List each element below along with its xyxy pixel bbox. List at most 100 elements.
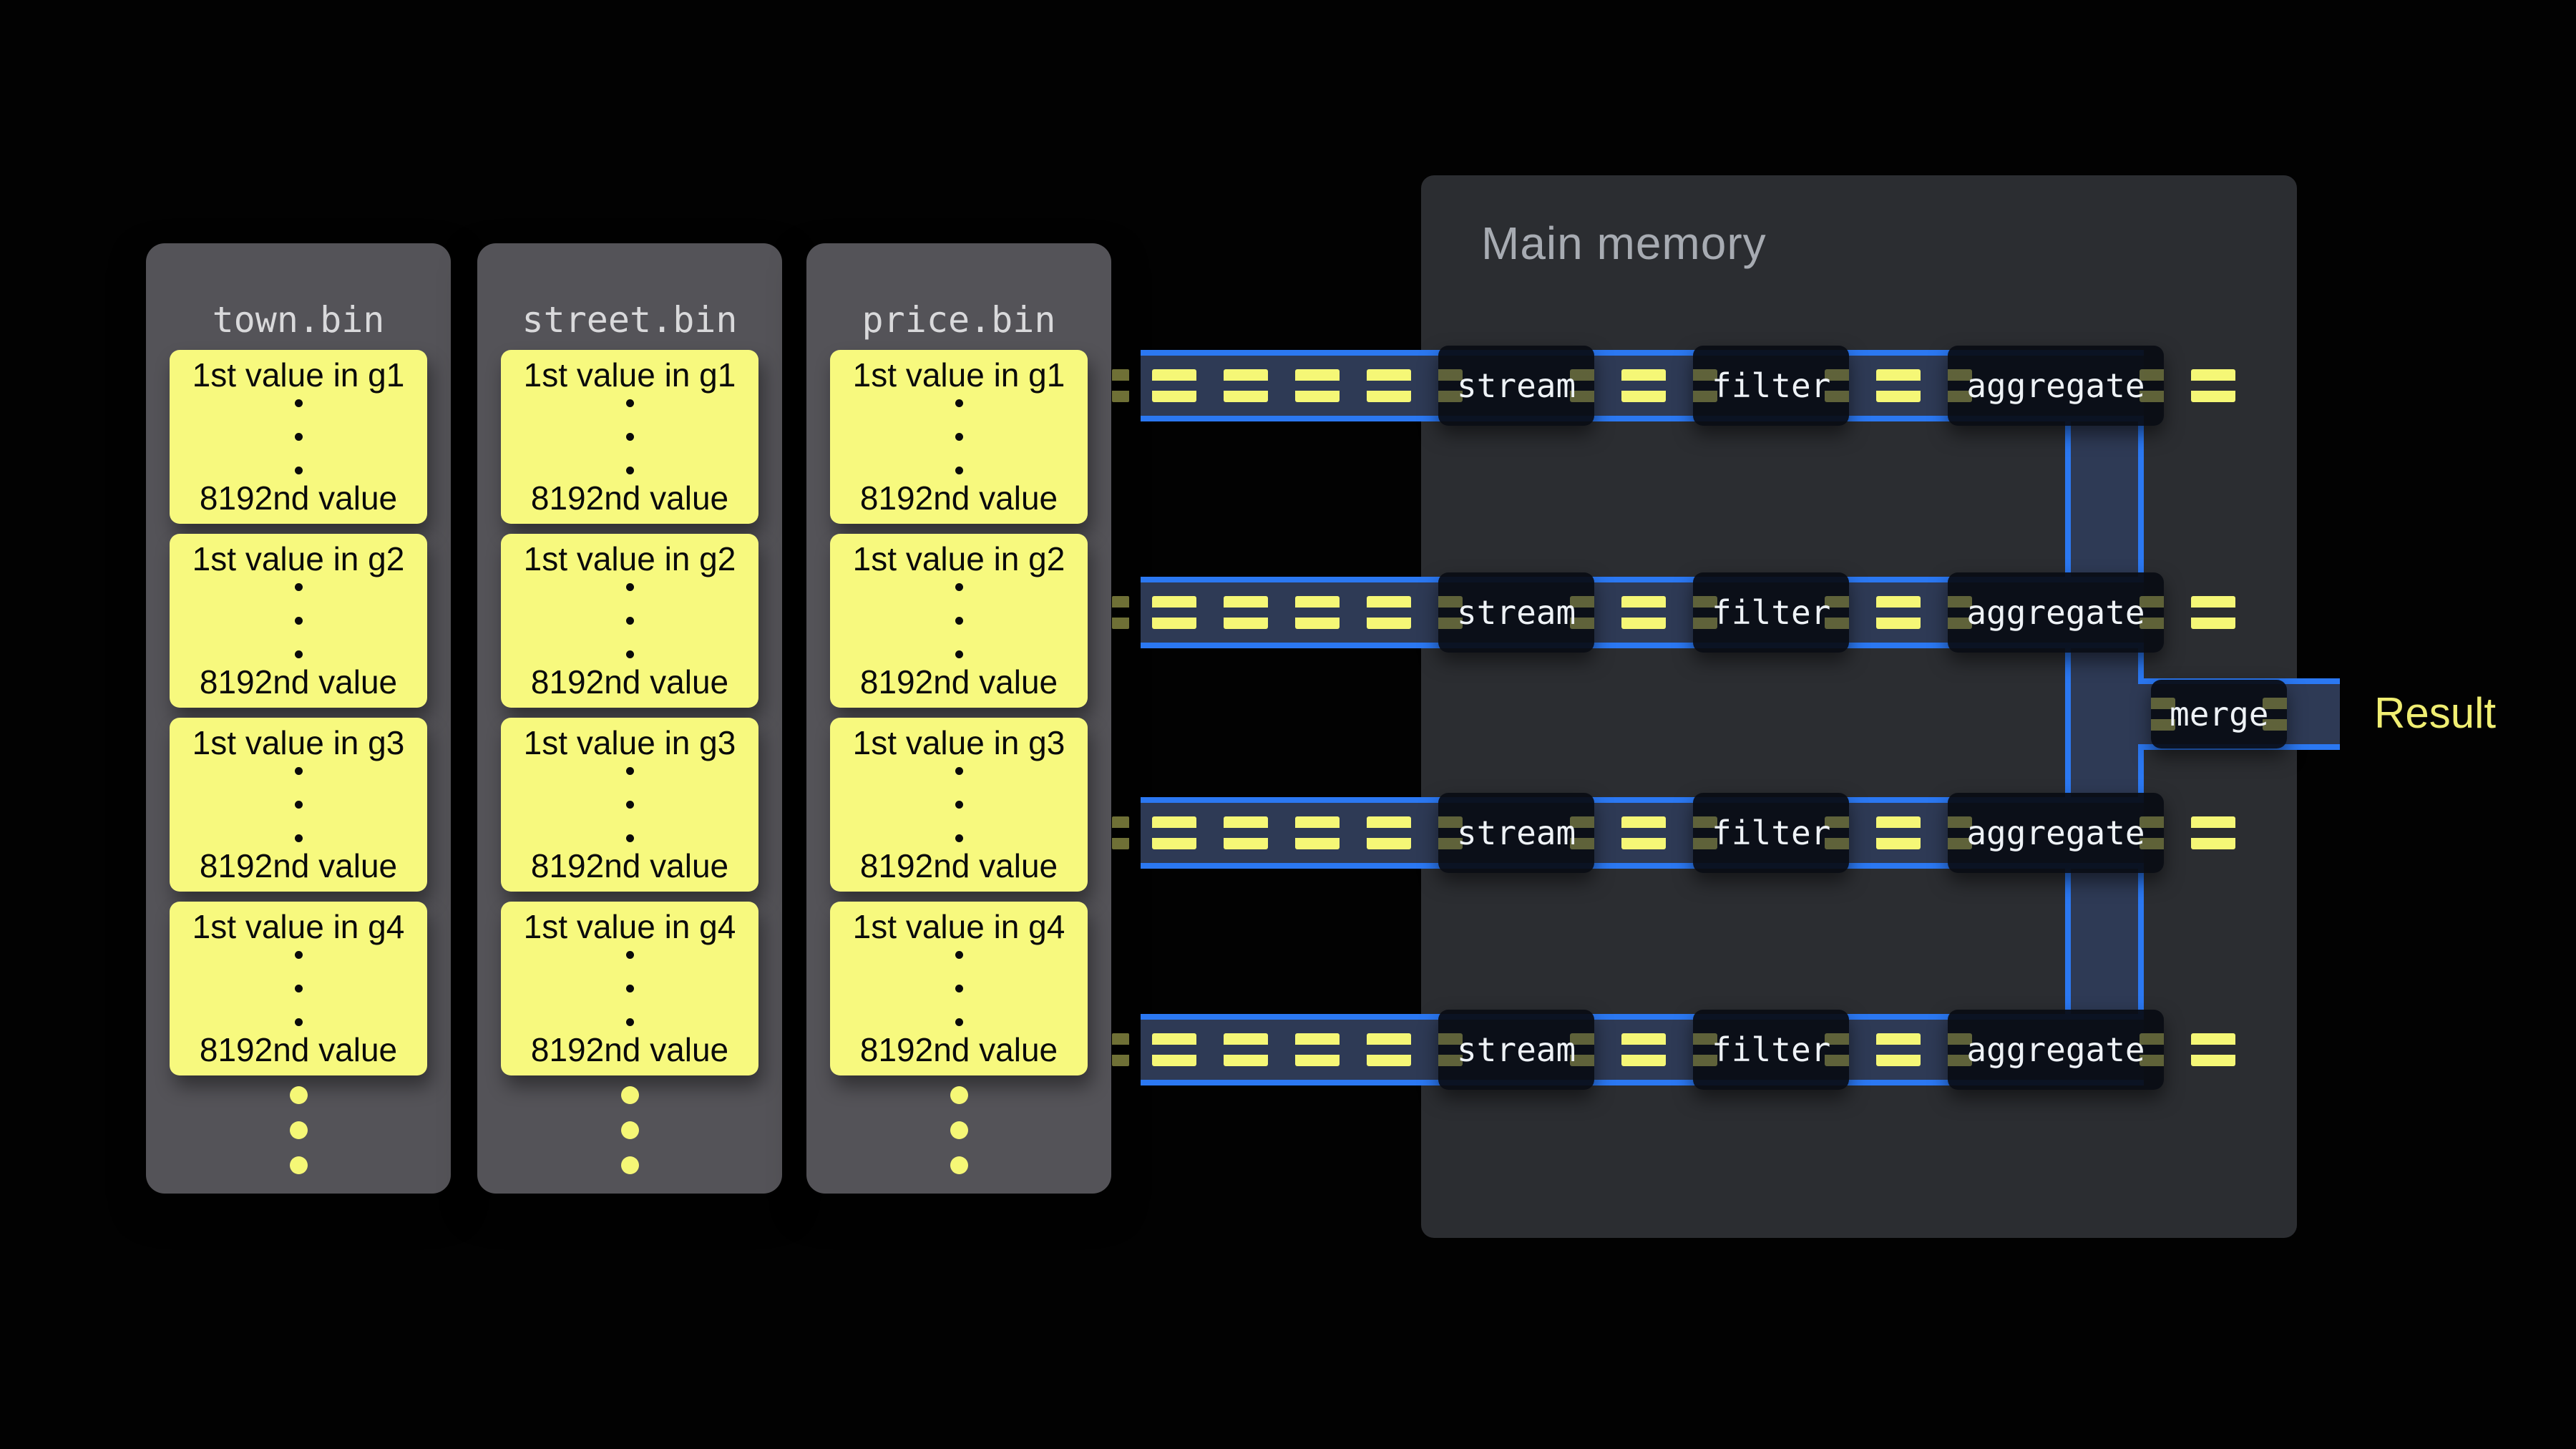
equals-dash-icon — [1621, 596, 1667, 629]
op-label: stream — [1457, 814, 1576, 852]
merge-label: merge — [2170, 695, 2269, 733]
equals-dash-icon — [1876, 369, 1921, 402]
op-box-stream: stream — [1438, 1010, 1595, 1090]
ellipsis-dots-icon — [294, 951, 303, 1026]
group-first-value: 1st value in g2 — [523, 540, 736, 577]
group-last-value: 8192nd value — [530, 479, 729, 517]
equals-dash-icon — [1948, 596, 1973, 629]
equals-dash-icon — [1152, 816, 1196, 849]
value-group-block: 1st value in g3 8192nd value — [830, 718, 1088, 892]
equals-dash-icon — [1438, 816, 1463, 849]
group-last-value: 8192nd value — [199, 663, 398, 701]
file-panel-price: price.bin 1st value in g1 8192nd value 1… — [806, 243, 1111, 1194]
group-first-value: 1st value in g4 — [852, 908, 1065, 945]
equals-dash-icon — [1224, 596, 1268, 629]
op-box-filter: filter — [1693, 572, 1850, 653]
equals-dash-icon — [1693, 1033, 1718, 1066]
equals-dash-icon — [1948, 369, 1973, 402]
equals-dash-icon — [2139, 596, 2164, 629]
op-label: filter — [1712, 593, 1831, 632]
ellipsis-dots-icon — [955, 583, 963, 658]
value-group-block: 1st value in g3 8192nd value — [501, 718, 758, 892]
equals-dash-icon — [1876, 816, 1921, 849]
value-group-block: 1st value in g2 8192nd value — [501, 534, 758, 708]
group-first-value: 1st value in g3 — [523, 724, 736, 761]
equals-dash-icon — [1570, 1033, 1595, 1066]
file-name-town: town.bin — [212, 299, 385, 341]
ellipsis-dots-icon — [294, 583, 303, 658]
op-box-stream: stream — [1438, 793, 1595, 873]
equals-dash-icon — [1570, 816, 1595, 849]
channel-border — [2138, 744, 2144, 1085]
group-last-value: 8192nd value — [530, 1031, 729, 1069]
equals-dash-icon — [1570, 596, 1595, 629]
equals-dash-icon — [1152, 596, 1196, 629]
ellipsis-dots-icon — [955, 767, 963, 842]
group-first-value: 1st value in g3 — [192, 724, 405, 761]
equals-dash-icon — [1621, 369, 1667, 402]
equals-dash-icon — [1876, 1033, 1921, 1066]
ellipsis-dots-icon — [294, 399, 303, 474]
equals-dash-icon — [1295, 816, 1340, 849]
more-groups-dots-icon — [806, 1086, 1111, 1174]
op-label: stream — [1457, 1030, 1576, 1069]
equals-dash-icon — [1295, 369, 1340, 402]
equals-dash-icon — [1295, 1033, 1340, 1066]
equals-dash-icon — [1948, 816, 1973, 849]
equals-dash-icon — [1876, 596, 1921, 629]
equals-dash-icon — [2190, 1033, 2235, 1066]
value-group-block: 1st value in g2 8192nd value — [830, 534, 1088, 708]
equals-dash-icon — [1825, 1033, 1850, 1066]
pipeline-4: stream filter aggregate — [1112, 1010, 2235, 1090]
main-memory-title: Main memory — [1481, 218, 1767, 269]
channel-border — [2065, 869, 2071, 1014]
ellipsis-dots-icon — [625, 399, 634, 474]
group-first-value: 1st value in g2 — [192, 540, 405, 577]
equals-dash-icon — [1224, 816, 1268, 849]
equals-dash-icon — [1112, 1033, 1129, 1066]
ellipsis-dots-icon — [625, 951, 634, 1026]
equals-dash-icon — [1367, 369, 1411, 402]
equals-dash-icon — [1112, 816, 1129, 849]
equals-dash-icon — [2190, 816, 2235, 849]
value-group-block: 1st value in g1 8192nd value — [170, 350, 427, 524]
more-groups-dots-icon — [146, 1086, 451, 1174]
group-last-value: 8192nd value — [859, 479, 1058, 517]
value-group-block: 1st value in g1 8192nd value — [830, 350, 1088, 524]
group-first-value: 1st value in g1 — [523, 356, 736, 394]
value-group-block: 1st value in g4 8192nd value — [830, 902, 1088, 1075]
equals-dash-icon — [1693, 596, 1718, 629]
group-first-value: 1st value in g3 — [852, 724, 1065, 761]
op-box-filter: filter — [1693, 793, 1850, 873]
equals-dash-icon — [1295, 596, 1340, 629]
op-label: filter — [1712, 1030, 1831, 1069]
equals-dash-icon — [1112, 369, 1129, 402]
group-last-value: 8192nd value — [530, 847, 729, 885]
equals-dash-icon — [2263, 698, 2288, 731]
value-group-block: 1st value in g2 8192nd value — [170, 534, 427, 708]
equals-dash-icon — [1367, 816, 1411, 849]
group-first-value: 1st value in g1 — [192, 356, 405, 394]
equals-dash-icon — [1152, 369, 1196, 402]
ellipsis-dots-icon — [955, 951, 963, 1026]
equals-dash-icon — [1621, 816, 1667, 849]
group-last-value: 8192nd value — [859, 663, 1058, 701]
op-label: aggregate — [1966, 593, 2145, 632]
equals-dash-icon — [1367, 596, 1411, 629]
equals-dash-icon — [1112, 596, 1129, 629]
group-first-value: 1st value in g4 — [523, 908, 736, 945]
value-group-block: 1st value in g1 8192nd value — [501, 350, 758, 524]
equals-dash-icon — [2139, 369, 2164, 402]
equals-dash-icon — [2139, 816, 2164, 849]
op-label: aggregate — [1966, 1030, 2145, 1069]
group-last-value: 8192nd value — [859, 1031, 1058, 1069]
equals-dash-icon — [1825, 369, 1850, 402]
equals-dash-icon — [1570, 369, 1595, 402]
file-name-street: street.bin — [522, 299, 738, 341]
ellipsis-dots-icon — [294, 767, 303, 842]
equals-dash-icon — [1438, 596, 1463, 629]
equals-dash-icon — [2190, 596, 2235, 629]
op-box-aggregate: aggregate — [1948, 346, 2164, 426]
op-box-stream: stream — [1438, 346, 1595, 426]
